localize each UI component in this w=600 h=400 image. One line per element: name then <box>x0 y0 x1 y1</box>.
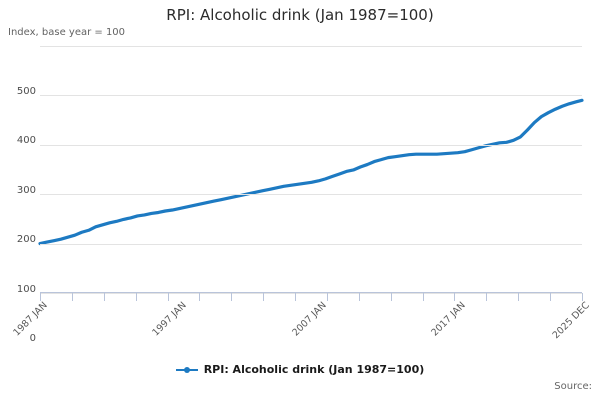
x-tick <box>231 293 233 301</box>
y-tick-label: 0 <box>29 333 36 344</box>
y-tick-label: 400 <box>16 135 36 147</box>
x-tick <box>326 293 328 301</box>
x-tick <box>295 293 297 301</box>
x-tick <box>103 293 105 301</box>
x-tick <box>40 293 41 301</box>
x-tick <box>486 293 488 301</box>
gridline <box>40 243 582 245</box>
source-label: Source: <box>554 381 592 392</box>
chart-subtitle: Index, base year = 100 <box>8 27 126 38</box>
y-axis: 0 100 200 300 400 500 <box>0 46 36 344</box>
x-tick <box>454 293 456 301</box>
y-tick-label: 100 <box>16 283 36 295</box>
gridline <box>40 46 582 47</box>
x-tick-label: 2007 JAN <box>289 300 329 339</box>
y-tick-label: 200 <box>16 234 36 246</box>
x-tick <box>550 293 552 301</box>
x-tick <box>582 293 583 301</box>
x-tick <box>199 293 201 301</box>
y-tick-label: 500 <box>16 86 36 97</box>
gridline <box>40 95 582 97</box>
x-tick <box>135 293 137 301</box>
x-tick-label: 2017 JAN <box>429 300 468 339</box>
x-tick <box>263 293 265 301</box>
x-tick-label: 2025 DEC <box>550 300 592 342</box>
x-tick <box>390 293 392 301</box>
x-tick <box>518 293 520 301</box>
legend: RPI: Alcoholic drink (Jan 1987=100) <box>0 363 600 378</box>
plot-area <box>38 46 584 294</box>
x-tick <box>71 293 73 301</box>
page-title: RPI: Alcoholic drink (Jan 1987=100) <box>166 6 434 24</box>
legend-item-label: RPI: Alcoholic drink (Jan 1987=100) <box>203 363 425 376</box>
x-tick <box>358 293 360 301</box>
gridline <box>40 144 582 146</box>
legend-line-dot-icon <box>175 365 198 375</box>
legend-item-rpi-alcoholic-drink[interactable]: RPI: Alcoholic drink (Jan 1987=100) <box>175 363 425 376</box>
x-axis-line <box>40 292 582 293</box>
y-tick-label: 300 <box>16 184 36 196</box>
series-line-rpi-alcoholic-drink <box>38 98 584 246</box>
gridline <box>40 194 582 196</box>
x-tick <box>422 293 424 301</box>
gridline <box>40 293 582 294</box>
x-tick-label: 1997 JAN <box>150 300 190 339</box>
x-tick <box>167 293 169 301</box>
